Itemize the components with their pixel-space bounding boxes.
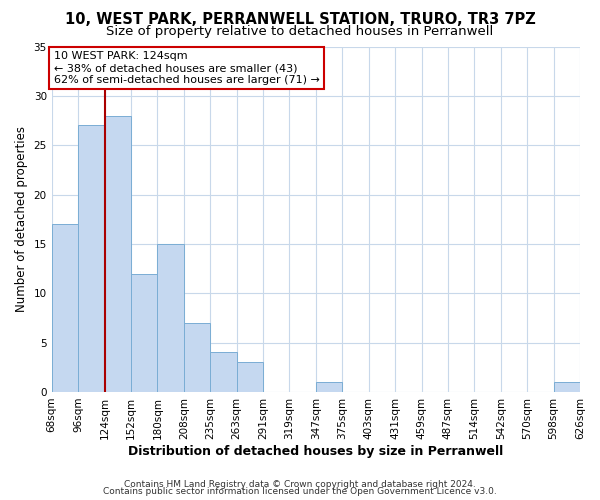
Text: 10 WEST PARK: 124sqm
← 38% of detached houses are smaller (43)
62% of semi-detac: 10 WEST PARK: 124sqm ← 38% of detached h…	[53, 52, 319, 84]
Bar	[52, 224, 78, 392]
Bar	[78, 126, 104, 392]
Text: Contains public sector information licensed under the Open Government Licence v3: Contains public sector information licen…	[103, 487, 497, 496]
Bar	[210, 352, 236, 392]
Y-axis label: Number of detached properties: Number of detached properties	[15, 126, 28, 312]
Text: Size of property relative to detached houses in Perranwell: Size of property relative to detached ho…	[106, 25, 494, 38]
Bar	[236, 362, 263, 392]
X-axis label: Distribution of detached houses by size in Perranwell: Distribution of detached houses by size …	[128, 444, 503, 458]
Text: 10, WEST PARK, PERRANWELL STATION, TRURO, TR3 7PZ: 10, WEST PARK, PERRANWELL STATION, TRURO…	[65, 12, 535, 28]
Bar	[554, 382, 580, 392]
Bar	[131, 274, 157, 392]
Bar	[157, 244, 184, 392]
Bar	[316, 382, 342, 392]
Text: Contains HM Land Registry data © Crown copyright and database right 2024.: Contains HM Land Registry data © Crown c…	[124, 480, 476, 489]
Bar	[184, 323, 210, 392]
Bar	[104, 116, 131, 392]
